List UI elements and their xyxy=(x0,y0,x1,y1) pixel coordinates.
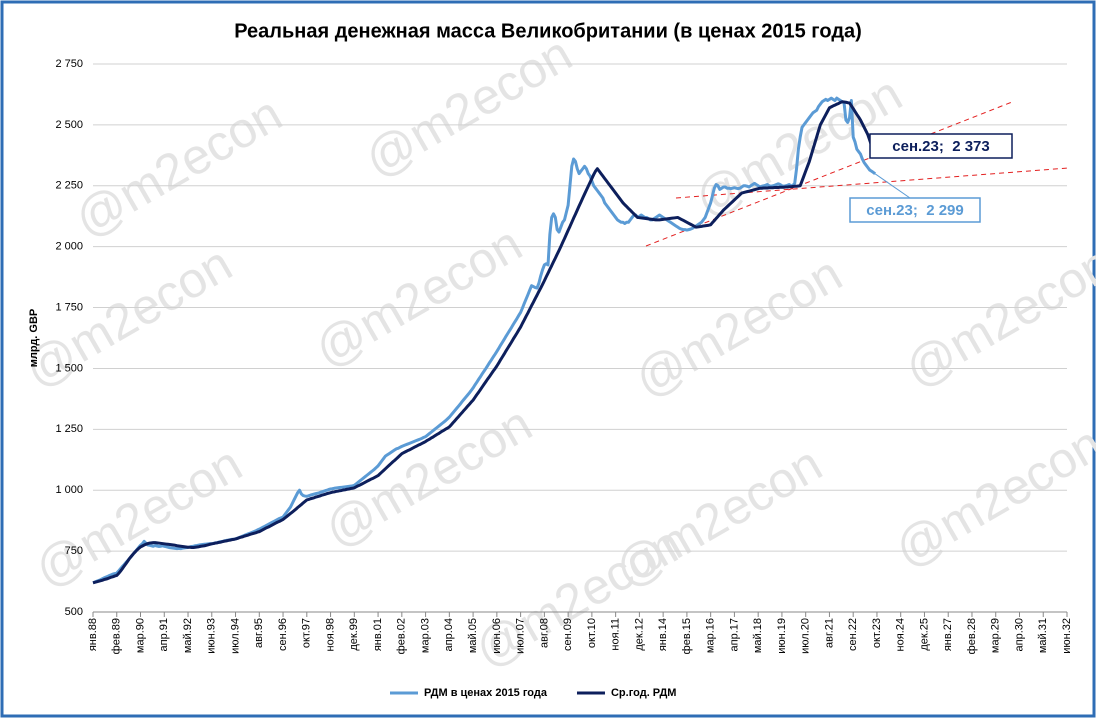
x-tick-label: янв.01 xyxy=(372,618,384,651)
x-tick-label: янв.88 xyxy=(87,618,99,651)
x-tick-label: апр.30 xyxy=(1013,618,1025,651)
grid xyxy=(92,63,1068,617)
y-tick-label: 1 000 xyxy=(55,484,83,496)
x-tick-label: июн.06 xyxy=(491,618,503,654)
x-tick-label: сен.09 xyxy=(562,618,574,651)
trend-line xyxy=(645,101,1013,247)
y-tick-label: 500 xyxy=(65,606,83,618)
x-tick-label: ноя.24 xyxy=(895,618,907,651)
x-tick-label: июн.93 xyxy=(206,618,218,654)
y-tick-label: 1 750 xyxy=(55,301,83,313)
annotation: сен.23; 2 299 xyxy=(866,202,963,219)
annotation-leader xyxy=(874,173,911,199)
x-tick-label: дек.99 xyxy=(348,618,360,651)
x-tick-label: июл.20 xyxy=(800,618,812,654)
x-tick-label: май.05 xyxy=(467,618,479,653)
x-tick-label: янв.14 xyxy=(657,618,669,651)
x-tick-label: окт.23 xyxy=(871,618,883,648)
x-tick-label: ноя.11 xyxy=(610,618,622,651)
x-tick-label: авг.21 xyxy=(823,618,835,648)
plot xyxy=(92,96,877,585)
x-tick-label: апр.17 xyxy=(728,618,740,651)
y-tick-label: 1 500 xyxy=(55,362,83,374)
y-tick-label: 2 000 xyxy=(55,241,83,253)
x-tick-label: июл.94 xyxy=(229,618,241,654)
x-tick-label: авг.08 xyxy=(538,618,550,648)
y-tick-label: 2 250 xyxy=(55,180,83,192)
x-tick-label: ноя.98 xyxy=(324,618,336,651)
y-tick-label: 2 500 xyxy=(55,119,83,131)
x-tick-label: янв.27 xyxy=(942,618,954,651)
x-tick-label: окт.10 xyxy=(586,618,598,648)
x-tick-label: авг.95 xyxy=(253,618,265,648)
x-tick-label: фев.02 xyxy=(396,618,408,654)
annotation: сен.23; 2 373 xyxy=(892,138,989,155)
x-tick-label: сен.96 xyxy=(277,618,289,651)
x-tick-label: фев.28 xyxy=(966,618,978,654)
y-tick-label: 750 xyxy=(65,545,83,557)
x-tick-label: мар.29 xyxy=(990,618,1002,653)
y-axis-label: млрд. GBP xyxy=(28,309,40,368)
x-tick-label: фев.15 xyxy=(681,618,693,654)
x-tick-label: мар.90 xyxy=(134,618,146,653)
x-tick-label: мар.16 xyxy=(705,618,717,653)
x-tick-label: июн.32 xyxy=(1061,618,1073,654)
y-tick-label: 1 250 xyxy=(55,423,83,435)
x-tick-label: окт.97 xyxy=(301,618,313,648)
legend-label: Ср.год. РДМ xyxy=(611,687,676,699)
chart-title: Реальная денежная масса Великобритании (… xyxy=(234,20,862,42)
x-tick-label: апр.04 xyxy=(443,618,455,651)
series-line xyxy=(92,100,877,585)
x-tick-label: сен.22 xyxy=(847,618,859,651)
x-tick-label: мар.03 xyxy=(419,618,431,653)
x-tick-label: дек.25 xyxy=(918,618,930,651)
x-tick-label: июн.19 xyxy=(776,618,788,654)
x-tick-label: апр.91 xyxy=(158,618,170,651)
x-tick-label: дек.12 xyxy=(633,618,645,651)
x-tick-label: фев.89 xyxy=(111,618,123,654)
x-tick-label: июл.07 xyxy=(515,618,527,654)
annotation-box xyxy=(849,197,981,223)
x-tick-label: май.31 xyxy=(1037,618,1049,653)
y-tick-label: 2 750 xyxy=(55,58,83,70)
annotation-box xyxy=(869,133,1013,159)
legend-label: РДМ в ценах 2015 года xyxy=(424,687,548,699)
x-tick-label: май.18 xyxy=(752,618,764,653)
x-tick-label: май.92 xyxy=(182,618,194,653)
